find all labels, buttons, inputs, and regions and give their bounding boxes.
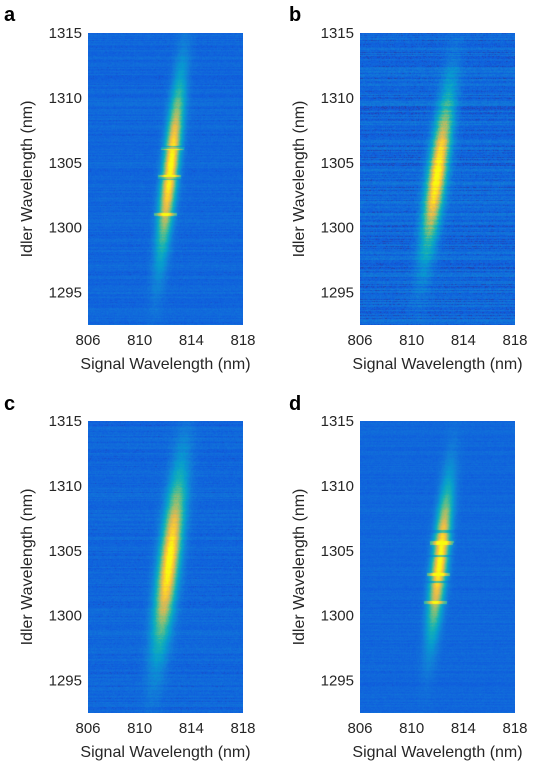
y-tick-label: 1305 <box>49 543 82 560</box>
x-tick-label: 814 <box>179 720 204 737</box>
y-tick-label: 1300 <box>49 220 82 237</box>
x-axis-label: Signal Wavelength (nm) <box>80 744 250 761</box>
y-tick-label: 1300 <box>321 608 354 625</box>
panel-d: d 806 810 814 818 1295 1300 1305 1310 1315 Signal … <box>289 393 528 761</box>
x-tick-label: 810 <box>399 332 424 349</box>
y-tick-label: 1305 <box>321 543 354 560</box>
x-tick-label: 810 <box>399 720 424 737</box>
x-axis-label: Signal Wavelength (nm) <box>352 744 522 761</box>
x-tick-label: 810 <box>127 720 152 737</box>
y-tick-label: 1295 <box>321 673 354 690</box>
panel-a: a 806 810 814 818 1295 1300 1305 1310 1315 Signal … <box>4 4 256 373</box>
y-tick-label: 1315 <box>49 25 82 42</box>
x-axis-label: Signal Wavelength (nm) <box>352 356 522 373</box>
y-tick-label: 1305 <box>321 155 354 172</box>
y-tick-label: 1315 <box>49 413 82 430</box>
y-axis-label: Idler Wavelength (nm) <box>19 489 36 646</box>
y-tick-label: 1315 <box>321 413 354 430</box>
x-tick-label: 806 <box>347 332 372 349</box>
panel-letter: d <box>289 393 301 415</box>
y-tick-label: 1300 <box>321 220 354 237</box>
heatmap-image <box>360 421 515 713</box>
y-tick-label: 1315 <box>321 25 354 42</box>
x-tick-label: 806 <box>75 720 100 737</box>
y-tick-label: 1310 <box>321 90 354 107</box>
x-tick-label: 818 <box>502 332 527 349</box>
x-tick-label: 806 <box>75 332 100 349</box>
y-tick-label: 1295 <box>321 285 354 302</box>
panel-letter: a <box>4 4 16 26</box>
x-tick-label: 818 <box>502 720 527 737</box>
x-axis-label: Signal Wavelength (nm) <box>80 356 250 373</box>
heatmap-image <box>88 421 243 713</box>
y-tick-label: 1295 <box>49 285 82 302</box>
x-tick-label: 810 <box>127 332 152 349</box>
x-tick-label: 814 <box>179 332 204 349</box>
y-axis-label: Idler Wavelength (nm) <box>291 489 308 646</box>
y-tick-label: 1310 <box>49 90 82 107</box>
x-tick-label: 814 <box>451 720 476 737</box>
y-tick-label: 1310 <box>321 478 354 495</box>
panel-letter: c <box>4 393 15 415</box>
heatmap-image <box>88 33 243 325</box>
y-tick-label: 1305 <box>49 155 82 172</box>
x-tick-label: 818 <box>230 720 255 737</box>
panel-letter: b <box>289 4 301 26</box>
y-tick-label: 1295 <box>49 673 82 690</box>
x-tick-label: 806 <box>347 720 372 737</box>
y-tick-label: 1300 <box>49 608 82 625</box>
x-tick-label: 818 <box>230 332 255 349</box>
y-tick-label: 1310 <box>49 478 82 495</box>
y-axis-label: Idler Wavelength (nm) <box>19 101 36 258</box>
panel-b: b 806 810 814 818 1295 1300 1305 1310 1315 Signal … <box>289 4 528 373</box>
heatmap-image <box>360 33 515 325</box>
y-axis-label: Idler Wavelength (nm) <box>291 101 308 258</box>
x-tick-label: 814 <box>451 332 476 349</box>
panel-c: c 806 810 814 818 1295 1300 1305 1310 1315 Signal … <box>4 393 256 761</box>
